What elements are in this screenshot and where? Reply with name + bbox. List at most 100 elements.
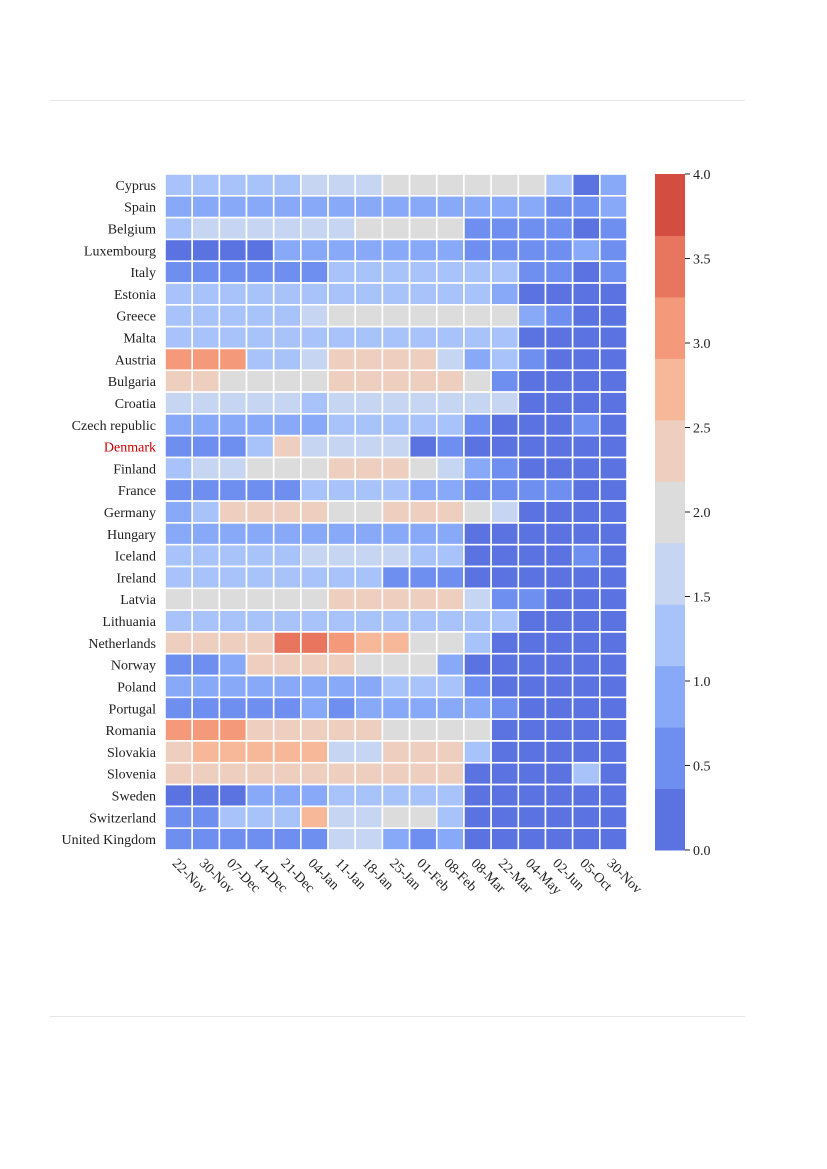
heatmap-cell (544, 609, 574, 633)
heatmap-cell (463, 216, 492, 241)
heatmap-cell (490, 369, 520, 393)
heatmap-cell (381, 195, 411, 219)
heatmap-cell (599, 238, 628, 263)
heatmap-cell (218, 718, 248, 742)
heatmap-cell (490, 543, 520, 568)
heatmap-cell (517, 434, 547, 459)
heatmap-cell (218, 522, 248, 546)
heatmap-cell (354, 609, 384, 633)
heatmap-cell (544, 565, 574, 590)
heatmap-cell (571, 674, 601, 699)
heatmap-cell (544, 391, 574, 415)
heatmap-cell (327, 652, 357, 677)
colorbar-tick-label: 0.0 (693, 844, 711, 859)
heatmap-cell (245, 325, 275, 350)
heatmap-cell (517, 304, 547, 328)
heatmap-cell (218, 456, 248, 481)
heatmap-cell (381, 478, 411, 502)
heatmap-cell (381, 304, 411, 328)
heatmap-cell (191, 500, 221, 524)
heatmap-cell (327, 325, 357, 350)
heatmap-cell (164, 369, 193, 393)
heatmap-cell (245, 761, 275, 786)
heatmap-cell (599, 740, 628, 764)
heatmap-cell (517, 325, 547, 350)
heatmap-cell (327, 413, 357, 437)
row-label: Czech republic (72, 419, 156, 434)
heatmap-cell (571, 718, 601, 742)
heatmap-cell (272, 173, 302, 197)
heatmap-cell (300, 543, 329, 568)
heatmap-cell (381, 260, 411, 284)
heatmap-cell (327, 238, 357, 263)
heatmap-cell (571, 325, 601, 350)
heatmap-cell (272, 543, 302, 568)
heatmap-cell (300, 783, 329, 808)
heatmap-cell (218, 783, 248, 808)
heatmap-cell (381, 674, 411, 699)
heatmap-cell (354, 478, 384, 502)
heatmap-cell (490, 827, 520, 851)
heatmap-cell (544, 173, 574, 197)
heatmap-cell (408, 347, 438, 372)
heatmap-cell (191, 565, 221, 590)
heatmap-cell (164, 696, 193, 720)
heatmap-cell (517, 783, 547, 808)
heatmap-cell (544, 652, 574, 677)
heatmap-cell (354, 413, 384, 437)
heatmap-cell (544, 805, 574, 829)
colorbar-tick-label: 4.0 (693, 168, 711, 183)
heatmap-cell (517, 565, 547, 590)
heatmap-cell (571, 195, 601, 219)
heatmap-cell (245, 413, 275, 437)
heatmap-cell (490, 565, 520, 590)
row-label: Estonia (114, 288, 157, 303)
heatmap-cell (354, 216, 384, 241)
heatmap-cell (245, 631, 275, 655)
row-label: Portugal (109, 702, 157, 717)
heatmap-cell (327, 173, 357, 197)
row-label: Sweden (112, 789, 156, 804)
heatmap-cell (245, 500, 275, 524)
heatmap-cell (571, 347, 601, 372)
heatmap-cell (191, 783, 221, 808)
heatmap-cell (571, 565, 601, 590)
heatmap-cell (245, 216, 275, 241)
heatmap-cell (245, 238, 275, 263)
heatmap-cell (435, 631, 465, 655)
row-label: Croatia (115, 397, 157, 412)
heatmap-cell (164, 565, 193, 590)
heatmap-cell (218, 325, 248, 350)
heatmap-cell (354, 587, 384, 611)
heatmap-cell (327, 565, 357, 590)
heatmap-cell (408, 652, 438, 677)
heatmap-cell (327, 216, 357, 241)
heatmap-cell (381, 347, 411, 372)
heatmap-cell (191, 718, 221, 742)
heatmap-cell (191, 413, 221, 437)
heatmap-cell (463, 369, 492, 393)
heatmap-cell (191, 696, 221, 720)
colorbar-segment (655, 665, 685, 728)
heatmap-cell (408, 304, 438, 328)
heatmap-cell (599, 522, 628, 546)
heatmap-cell (463, 195, 492, 219)
heatmap-cell (571, 478, 601, 502)
heatmap-cell (218, 565, 248, 590)
heatmap-cell (408, 413, 438, 437)
heatmap-cell (463, 761, 492, 786)
heatmap-cell (191, 652, 221, 677)
heatmap-cell (599, 587, 628, 611)
row-label: Slovakia (107, 746, 157, 761)
row-label: Norway (111, 659, 156, 674)
heatmap-cell (571, 805, 601, 829)
heatmap-cell (490, 718, 520, 742)
heatmap-cell (490, 522, 520, 546)
heatmap-cell (571, 238, 601, 263)
heatmap-cell (354, 195, 384, 219)
heatmap-cell (463, 543, 492, 568)
heatmap-cell (463, 609, 492, 633)
heatmap-cell (490, 391, 520, 415)
heatmap-cell (544, 478, 574, 502)
